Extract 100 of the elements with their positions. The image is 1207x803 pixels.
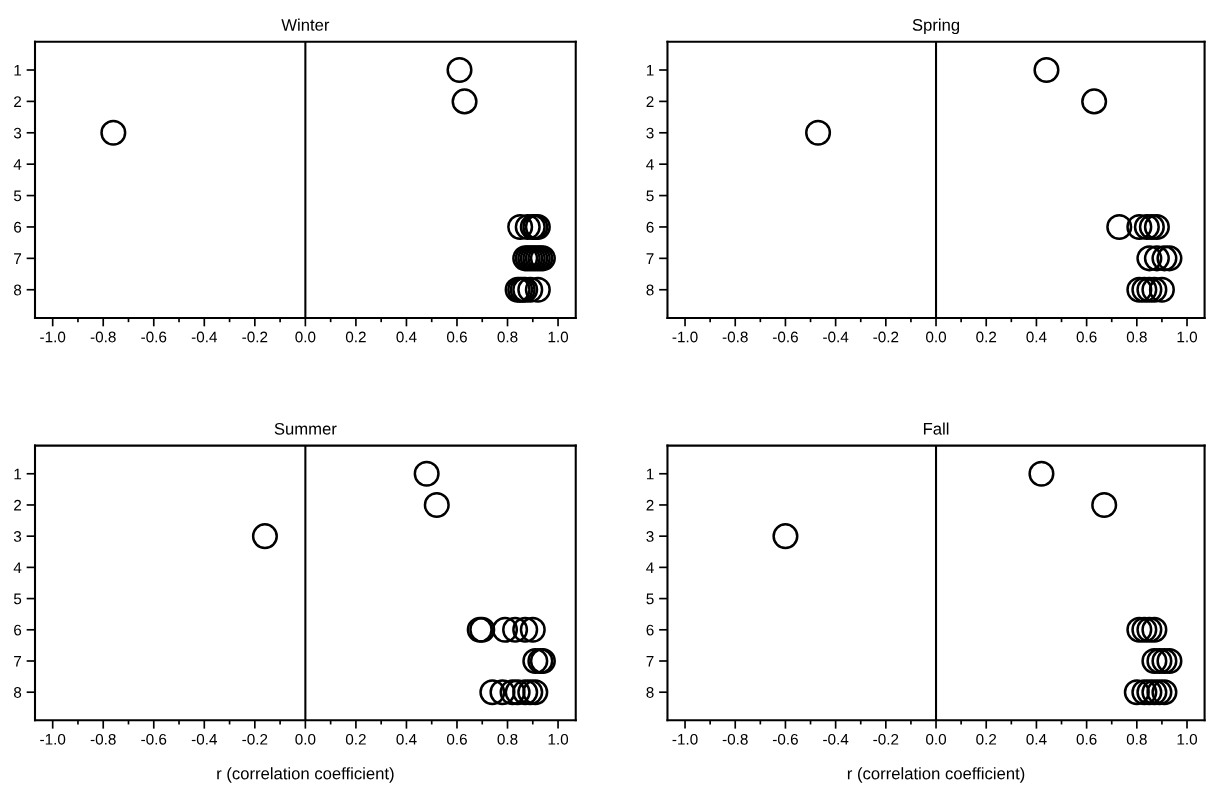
point [1131,276,1158,303]
x-tick-label: -0.2 [873,733,899,745]
point [1151,647,1178,675]
x-tick-label: -1.0 [40,331,66,343]
y-tick-label: 6 [14,624,22,636]
point [1156,647,1183,675]
point [522,647,549,675]
point [512,679,539,706]
y-tick-label: 3 [13,531,22,542]
point [1131,616,1158,643]
point [1126,213,1153,241]
point [1136,276,1163,303]
x-tick-label: 0.6 [446,733,467,745]
point [512,616,539,643]
chart-title: Summer [274,422,337,435]
point [507,213,534,241]
x-tick-label: 1.0 [548,733,569,745]
x-tick-label: 0.6 [446,331,467,343]
point [1091,491,1118,519]
point [489,679,516,706]
x-tick-label: 0.0 [295,733,316,745]
point [1136,616,1163,643]
point [446,56,473,84]
x-tick-label: 0.2 [976,733,997,745]
point [1133,213,1160,241]
x-axis-title: r (correlation coefficient) [847,767,1025,783]
point [1151,679,1178,706]
y-tick-label: 5 [646,593,654,605]
point [1138,213,1165,241]
point [479,679,506,706]
point [1146,679,1173,706]
y-tick-label: 8 [646,284,654,296]
x-tick-label: 0.8 [497,331,518,343]
y-tick-label: 2 [14,96,22,107]
x-tick-label: -1.0 [672,331,698,343]
x-tick-label: -0.2 [242,331,268,343]
point [1028,460,1055,487]
x-tick-label: -0.4 [191,331,218,343]
point [499,679,526,706]
chart-title: Spring [912,18,960,35]
x-tick-label: 0.4 [396,331,417,343]
x-tick-label: 0.4 [396,733,417,745]
point [251,523,278,550]
x-tick-label: -0.8 [722,733,748,745]
point [1081,88,1108,115]
point [1141,276,1168,303]
point [491,616,519,643]
y-tick-label: 7 [646,253,654,264]
y-tick-label: 8 [13,284,22,296]
y-tick-label: 7 [14,656,22,667]
point [451,88,478,115]
point [1106,213,1133,241]
x-tick-label: 0.0 [295,331,316,343]
point [772,523,799,550]
x-tick-label: 0.2 [345,331,366,343]
point [1143,245,1170,272]
point [1146,647,1173,675]
x-tick-label: 0.8 [497,733,518,745]
x-tick-label: 0.8 [1126,733,1147,745]
point [1151,245,1178,272]
x-tick-label: -1.0 [672,733,698,745]
x-tick-label: -0.8 [722,331,748,343]
y-tick-label: 2 [646,499,654,511]
y-tick-label: 4 [646,159,654,170]
point [519,616,546,643]
point [1141,679,1168,706]
point [1141,647,1168,675]
x-tick-label: 0.8 [1126,331,1147,343]
point [502,616,529,643]
x-tick-label: -0.6 [141,331,167,343]
point [1148,276,1175,303]
y-tick-label: 7 [646,656,654,667]
x-tick-label: -1.0 [40,733,66,745]
x-tick-label: -0.2 [242,733,268,745]
point [100,119,127,146]
x-tick-label: -0.2 [873,331,899,343]
y-tick-label: 3 [13,127,22,139]
x-tick-label: 0.2 [345,733,366,745]
y-tick-label: 5 [646,190,654,202]
point [1131,679,1158,706]
y-tick-label: 1 [646,468,654,480]
point [413,460,440,487]
y-tick-label: 6 [646,624,654,636]
y-tick-label: 8 [13,687,22,698]
x-tick-label: -0.6 [141,733,167,745]
point [1136,679,1163,706]
point [524,276,551,303]
y-tick-label: 1 [14,468,22,480]
y-tick-label: 3 [646,531,654,542]
point [522,679,549,706]
x-tick-label: -0.4 [823,331,849,343]
y-tick-label: 4 [646,562,654,573]
point [1033,56,1060,84]
x-tick-label: 0.0 [926,331,947,343]
x-tick-label: 0.4 [1026,733,1047,745]
point [1141,616,1168,643]
x-tick-label: 0.2 [976,331,997,343]
point [517,679,544,706]
x-tick-label: -0.4 [191,733,218,745]
point [1143,213,1170,241]
